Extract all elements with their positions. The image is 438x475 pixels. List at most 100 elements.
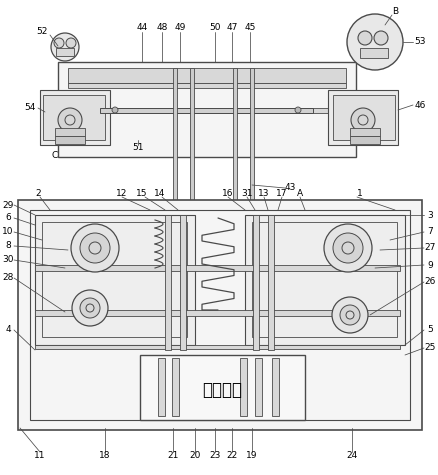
Text: 10: 10 — [2, 228, 14, 237]
Circle shape — [54, 38, 64, 48]
Bar — [255, 358, 262, 416]
Circle shape — [71, 224, 119, 272]
Bar — [158, 358, 165, 416]
Bar — [180, 215, 186, 350]
Text: 29: 29 — [2, 200, 14, 209]
Text: 46: 46 — [414, 101, 426, 110]
Text: 47: 47 — [226, 23, 238, 32]
Bar — [35, 310, 400, 316]
Bar — [272, 358, 279, 416]
Circle shape — [358, 31, 372, 45]
Text: 16: 16 — [222, 190, 234, 199]
Text: 17: 17 — [276, 190, 288, 199]
Text: 19: 19 — [246, 450, 258, 459]
Text: 30: 30 — [2, 256, 14, 265]
Bar — [360, 48, 388, 58]
Text: 4: 4 — [5, 325, 11, 334]
Bar — [55, 128, 85, 136]
Circle shape — [89, 242, 101, 254]
Text: 21: 21 — [167, 450, 179, 459]
Text: 3: 3 — [427, 210, 433, 219]
Text: 2: 2 — [35, 190, 41, 199]
Text: 45: 45 — [244, 23, 256, 32]
Circle shape — [112, 107, 118, 113]
Bar — [240, 358, 247, 416]
Text: 50: 50 — [209, 23, 221, 32]
Text: 25: 25 — [424, 343, 436, 352]
Text: 24: 24 — [346, 450, 357, 459]
Text: 26: 26 — [424, 277, 436, 286]
Circle shape — [347, 14, 403, 70]
Text: 43: 43 — [284, 183, 296, 192]
Bar — [35, 265, 400, 271]
Text: 48: 48 — [156, 23, 168, 32]
Bar — [252, 222, 397, 337]
Circle shape — [295, 107, 301, 113]
Circle shape — [358, 115, 368, 125]
Bar — [30, 210, 410, 420]
Circle shape — [58, 108, 82, 132]
Bar — [140, 355, 305, 420]
Text: 8: 8 — [5, 241, 11, 250]
Text: 53: 53 — [414, 38, 426, 47]
Bar — [68, 108, 346, 113]
Circle shape — [51, 33, 79, 61]
Text: 1: 1 — [357, 190, 363, 199]
Bar — [190, 68, 194, 248]
Circle shape — [374, 31, 388, 45]
Text: 7: 7 — [427, 228, 433, 237]
Bar — [250, 68, 254, 248]
Text: 13: 13 — [258, 190, 270, 199]
Text: 20: 20 — [189, 450, 201, 459]
Text: 27: 27 — [424, 244, 436, 253]
Bar — [333, 95, 395, 140]
Text: 6: 6 — [5, 213, 11, 222]
Text: 15: 15 — [136, 190, 148, 199]
Circle shape — [340, 305, 360, 325]
Text: 23: 23 — [209, 450, 221, 459]
Text: 54: 54 — [25, 104, 35, 113]
Bar — [100, 108, 313, 113]
Circle shape — [332, 297, 368, 333]
Text: C: C — [52, 151, 58, 160]
Text: 31: 31 — [241, 190, 253, 199]
Bar — [233, 68, 237, 248]
Bar — [35, 345, 400, 349]
Bar — [165, 215, 171, 350]
Text: 5: 5 — [427, 325, 433, 334]
Circle shape — [66, 38, 76, 48]
Bar — [58, 62, 356, 157]
Bar — [350, 136, 380, 144]
Bar — [245, 215, 405, 345]
Bar — [68, 83, 346, 88]
Circle shape — [342, 242, 354, 254]
Circle shape — [80, 298, 100, 318]
Circle shape — [333, 233, 363, 263]
Circle shape — [86, 304, 94, 312]
Bar — [253, 215, 259, 350]
Text: 22: 22 — [226, 450, 238, 459]
Bar — [173, 68, 177, 248]
Text: 28: 28 — [2, 274, 14, 283]
Bar — [68, 68, 346, 83]
Bar — [43, 95, 105, 140]
Bar — [18, 200, 422, 430]
Text: 44: 44 — [136, 23, 148, 32]
Circle shape — [324, 224, 372, 272]
Circle shape — [346, 311, 354, 319]
Circle shape — [351, 108, 375, 132]
Bar — [55, 136, 85, 144]
Bar — [35, 215, 195, 345]
Bar — [268, 215, 274, 350]
Bar — [42, 222, 187, 337]
Bar — [172, 358, 179, 416]
Bar — [328, 90, 398, 145]
Text: 9: 9 — [427, 260, 433, 269]
Bar — [350, 128, 380, 136]
Bar — [56, 48, 74, 56]
Text: 51: 51 — [132, 143, 144, 152]
Text: 49: 49 — [174, 23, 186, 32]
Text: B: B — [392, 8, 398, 17]
Text: 12: 12 — [117, 190, 128, 199]
Text: 14: 14 — [154, 190, 166, 199]
